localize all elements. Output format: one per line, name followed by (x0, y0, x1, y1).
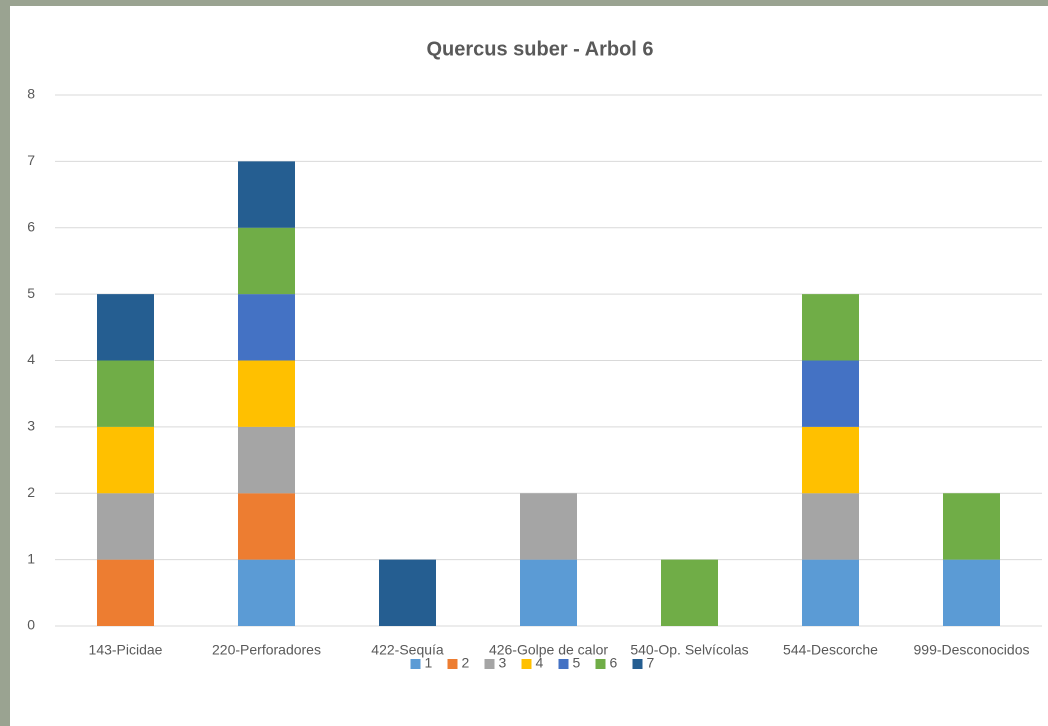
bar-segment (97, 361, 154, 427)
legend-swatch (448, 659, 458, 669)
bar-segment (802, 294, 859, 360)
legend-swatch (522, 659, 532, 669)
bar-segment (238, 361, 295, 427)
y-tick-label: 2 (27, 484, 35, 500)
bar-segment (520, 560, 577, 626)
legend-swatch (633, 659, 643, 669)
y-tick-label: 6 (27, 218, 35, 234)
bar-segment (97, 493, 154, 559)
bar-segment (97, 560, 154, 626)
legend-swatch (485, 659, 495, 669)
bar-segment (238, 161, 295, 227)
legend-label: 5 (573, 655, 581, 671)
bar-segment (802, 560, 859, 626)
bar-segment (520, 493, 577, 559)
legend-label: 2 (462, 655, 470, 671)
legend-label: 1 (425, 655, 433, 671)
bar-segment (943, 560, 1000, 626)
bar-segment (238, 228, 295, 294)
y-tick-label: 0 (27, 617, 35, 633)
x-tick-label: 426-Golpe de calor (489, 642, 608, 658)
y-tick-label: 7 (27, 152, 35, 168)
y-tick-label: 1 (27, 550, 35, 566)
x-tick-label: 999-Desconocidos (914, 642, 1030, 658)
y-tick-label: 4 (27, 351, 35, 367)
bar-segment (802, 361, 859, 427)
bar-segment (97, 294, 154, 360)
legend-label: 6 (610, 655, 618, 671)
bar-segment (238, 427, 295, 493)
bar-segment (661, 560, 718, 626)
chart-title: Quercus suber - Arbol 6 (426, 38, 653, 60)
legend-label: 4 (536, 655, 544, 671)
legend-label: 3 (499, 655, 507, 671)
page: Quercus suber - Arbol 6 0 1 2 3 4 5 6 7 8 143-Pic… (0, 0, 1048, 726)
x-tick-label: 143-Picidae (89, 642, 163, 658)
y-tick-label: 5 (27, 285, 35, 301)
legend-swatch (411, 659, 421, 669)
chart: Quercus suber - Arbol 6 0 1 2 3 4 5 6 7 8 143-Pic… (0, 0, 1048, 726)
legend-swatch (596, 659, 606, 669)
x-tick-label: 220-Perforadores (212, 642, 321, 658)
bar-segment (379, 560, 436, 626)
bar-segment (802, 427, 859, 493)
y-tick-label: 8 (27, 86, 35, 102)
x-tick-label: 544-Descorche (783, 642, 878, 658)
legend-swatch (559, 659, 569, 669)
bar-segment (238, 493, 295, 559)
x-tick-label: 422-Sequía (371, 642, 444, 658)
bar-segment (943, 493, 1000, 559)
bar-segment (238, 294, 295, 360)
bar-segment (97, 427, 154, 493)
bar-segment (802, 493, 859, 559)
y-tick-label: 3 (27, 418, 35, 434)
bar-segment (238, 560, 295, 626)
legend-label: 7 (647, 655, 655, 671)
